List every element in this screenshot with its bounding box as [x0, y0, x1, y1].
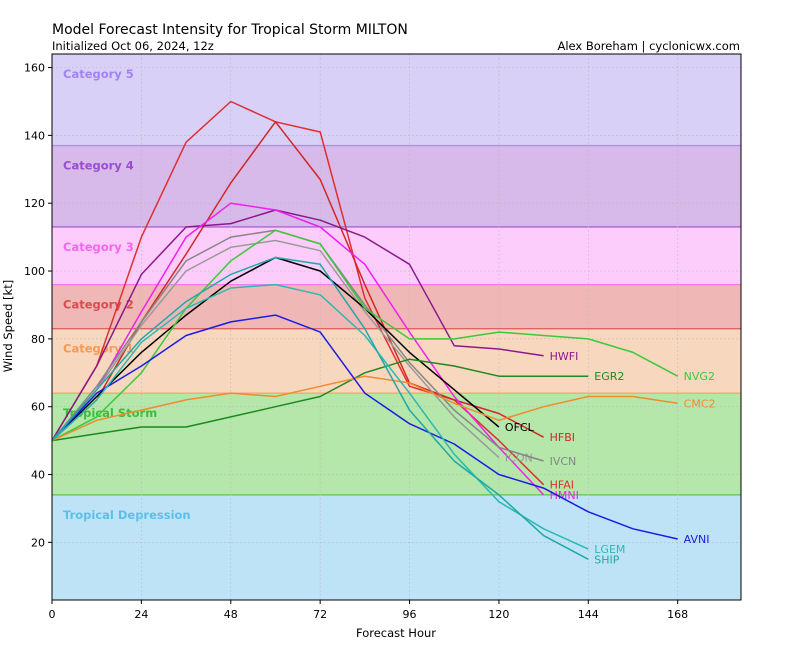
plot-frame: [51, 53, 742, 601]
chart-subtitle: Initialized Oct 06, 2024, 12z: [52, 39, 214, 53]
chart-credit: Alex Boreham | cyclonicwx.com: [557, 39, 740, 53]
series-label-ship: SHIP: [594, 553, 619, 566]
series-label-avni: AVNI: [684, 533, 710, 546]
series-line-hwfi: [51, 209, 544, 441]
band-label: Category 5: [63, 67, 134, 81]
series-label-egr2: EGR2: [594, 370, 624, 383]
y-tick-label: 140: [24, 129, 45, 142]
series-label-ofcl: OFCL: [505, 421, 535, 434]
series-label-cmc2: CMC2: [684, 397, 716, 410]
y-tick-label: 160: [24, 62, 45, 75]
series-label-lgem: LGEM: [594, 543, 625, 556]
x-tick-label: 168: [667, 608, 688, 621]
y-tick-label: 20: [31, 536, 45, 549]
series-line-hmni: [51, 202, 545, 496]
series-line-avni: [51, 314, 678, 540]
band-tropical-storm: [52, 393, 741, 495]
band-label: Category 1: [63, 342, 134, 356]
band-label: Tropical Depression: [63, 508, 191, 522]
x-tick-label: 48: [224, 608, 238, 621]
x-tick-label: 24: [134, 608, 148, 621]
band-tropical-depression: [52, 494, 741, 600]
x-tick-label: 96: [403, 608, 417, 621]
band-label: Category 2: [63, 298, 134, 312]
y-tick-label: 120: [24, 197, 45, 210]
series-label-ivcn: IVCN: [550, 455, 577, 468]
y-tick-label: 40: [31, 469, 45, 482]
series-line-egr2: [51, 358, 589, 442]
y-axis-label: Wind Speed [kt]: [1, 280, 15, 372]
band-category-4: [52, 145, 741, 227]
band-category-5: [52, 54, 741, 146]
x-tick-label: 0: [49, 608, 56, 621]
series-label-hmni: HMNI: [550, 489, 579, 502]
series-label-nvg2: NVG2: [684, 370, 715, 383]
series-label-hfai: HFAI: [550, 479, 574, 492]
x-tick-label: 120: [488, 608, 509, 621]
x-axis-label: Forecast Hour: [356, 626, 436, 640]
x-tick-label: 72: [313, 608, 327, 621]
series-line-icon: [51, 239, 500, 459]
y-tick-label: 100: [24, 265, 45, 278]
band-label: Category 3: [63, 240, 134, 254]
chart-title: Model Forecast Intensity for Tropical St…: [52, 22, 408, 38]
series-line-nvg2: [51, 229, 679, 442]
band-category-2: [52, 284, 741, 329]
y-tick-label: 80: [31, 333, 45, 346]
axes: 0 24 48 72 96 120 144 168 20 40 60 80 100 120 140 160: [24, 53, 742, 621]
series-line-ship: [51, 256, 589, 560]
y-tick-label: 60: [31, 401, 45, 414]
x-tick-label: 144: [578, 608, 599, 621]
band-label: Category 4: [63, 159, 134, 173]
series-label-hfbi: HFBI: [550, 431, 575, 444]
series-line-cmc2: [51, 375, 678, 442]
series-label-hwfi: HWFI: [550, 350, 579, 363]
series-line-lgem: [51, 283, 589, 550]
